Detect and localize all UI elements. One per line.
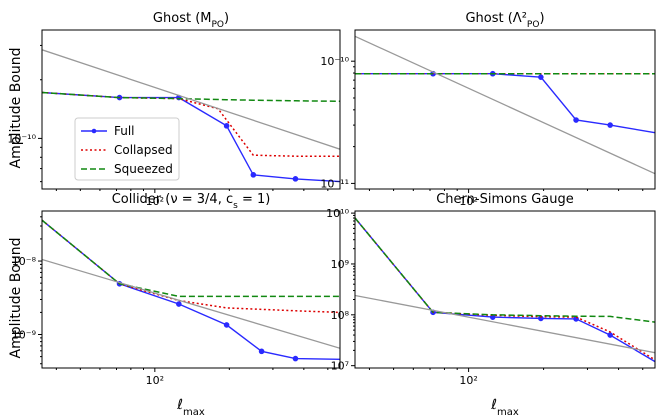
legend-label-full: Full (114, 124, 135, 138)
series-reference-line (355, 35, 655, 175)
axis-frame (354, 210, 656, 369)
panel-title: Collider (ν = 3/4, cs = 1) (112, 192, 271, 211)
series-reference-line (42, 258, 340, 349)
series-collapsed-line (42, 219, 340, 314)
legend-label-squeezed: Squeezed (114, 162, 173, 176)
series-full-point (538, 74, 544, 80)
x-axis-title: ℓmax (176, 397, 205, 418)
series-reference-line (355, 294, 655, 354)
series-collapsed-line (355, 217, 655, 361)
legend-frame (74, 117, 180, 181)
y-tick-label: 10⁹ (331, 258, 349, 271)
y-tick-label: 10⁻⁸ (12, 255, 37, 268)
axis-frame (354, 29, 656, 190)
y-tick-label: 10⁻⁹ (12, 329, 36, 342)
series-full-point (607, 332, 613, 338)
panel-2: 10² 10⁻¹⁰ 10⁻¹¹ Ghost (Λ²PO) (320, 11, 656, 208)
axis-frame (41, 29, 341, 190)
panel-title: Chern-Simons Gauge (436, 192, 574, 207)
y-tick-label: 10¹⁰ (326, 207, 349, 220)
series-full-point (573, 117, 579, 123)
series-full-point (258, 348, 265, 355)
series-full-point (250, 172, 257, 178)
panel-1: 10² 10⁻¹⁰ Ghost (MPO) (7, 11, 341, 208)
series-squeezed-line (42, 219, 340, 298)
y-tick-label: 10⁻¹⁰ (320, 55, 349, 68)
series-full-line (355, 217, 655, 363)
y-tick-label: 10⁻¹¹ (320, 177, 349, 190)
y-tick-label: 10⁸ (331, 309, 350, 322)
series-full-point (223, 123, 230, 129)
series-full-line (42, 219, 340, 360)
axis-frame (41, 210, 341, 369)
legend-marker-full (91, 128, 97, 134)
panel-3: 10² 10⁻⁸ 10⁻⁹ Collider (ν = 3/4, cs = 1) ℓma… (12, 192, 341, 418)
x-tick-label: 10² (459, 374, 477, 387)
series-full-point (176, 301, 182, 307)
legend: Full Collapsed Squeezed (74, 117, 180, 181)
panel-title: Ghost (Λ²PO) (465, 11, 544, 30)
legend-label-collapsed: Collapsed (114, 143, 173, 157)
series-squeezed-line (42, 91, 340, 103)
panel-4: 10² 10¹⁰ 10⁹ 10⁸ 10⁷ Chern-Simons Gauge ℓmax (326, 192, 656, 418)
series-full-point (292, 355, 299, 362)
series-reference-line (42, 49, 340, 150)
series-full-point (223, 322, 230, 328)
y-tick-label: 10⁷ (331, 360, 349, 373)
series-full-point (292, 176, 299, 182)
x-axis-title: ℓmax (490, 397, 519, 418)
y-axis-title-bottom: Amplitude Bound (8, 238, 24, 359)
y-tick-label: 10⁻¹⁰ (7, 132, 36, 145)
series-full-point (607, 122, 613, 128)
series-squeezed-line (355, 217, 655, 323)
panel-title: Ghost (MPO) (153, 11, 229, 30)
y-axis-title-top: Amplitude Bound (8, 48, 24, 169)
panels: 10² 10⁻¹⁰ Ghost (MPO) 10² 10⁻¹⁰ 10⁻¹¹ Ghost (Λ… (7, 11, 656, 418)
x-tick-label: 10² (459, 195, 477, 208)
x-tick-label: 10² (146, 374, 164, 387)
x-tick-label: 10² (146, 195, 164, 208)
